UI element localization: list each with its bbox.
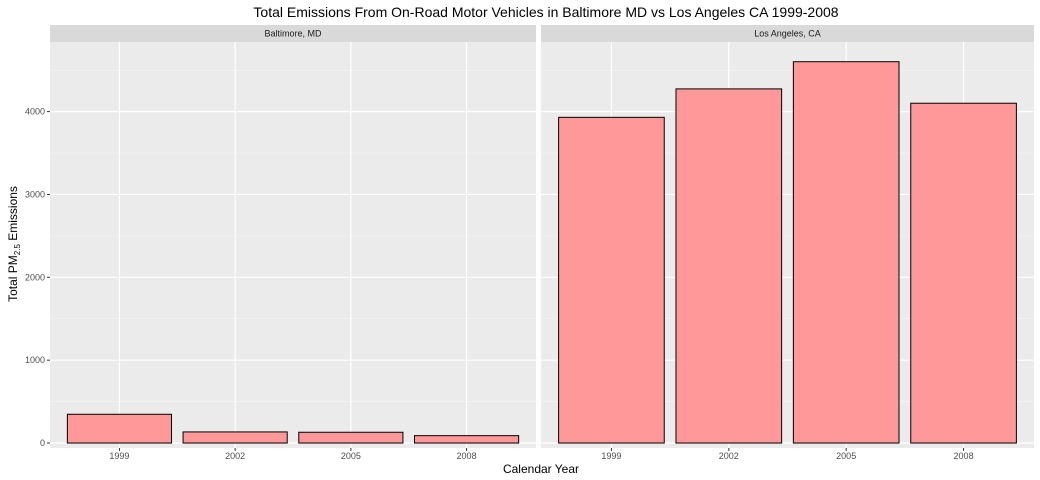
- y-axis-title: Total PM2.5 Emissions: [6, 186, 22, 302]
- facet-panel-los-angeles: Los Angeles, CA 1999 2002 2005 2008: [541, 25, 1034, 461]
- y-tick-label: 2000: [25, 272, 45, 282]
- facet-label-los-angeles: Los Angeles, CA: [754, 29, 821, 39]
- x-tick-label: 1999: [601, 451, 621, 461]
- y-axis-title-subscript: 2.5: [13, 244, 22, 256]
- y-axis-ticks: 0 1000 2000 3000 4000: [25, 107, 50, 448]
- bar-los-angeles-2002: [675, 88, 783, 444]
- x-tick-label: 2002: [225, 451, 245, 461]
- chart-title: Total Emissions From On-Road Motor Vehic…: [253, 4, 838, 20]
- x-tick-label: 2008: [954, 451, 974, 461]
- bars-los-angeles: [558, 61, 1017, 444]
- y-tick-label: 1000: [25, 355, 45, 365]
- y-axis-title-suffix: Emissions: [6, 186, 20, 244]
- x-ticks-baltimore: 1999 2002 2005 2008: [109, 448, 477, 461]
- y-axis-title-prefix: Total PM: [6, 255, 20, 302]
- facet-panel-baltimore: Baltimore, MD 1999 2002 2005 2008: [50, 25, 536, 461]
- bars-baltimore: [66, 413, 520, 444]
- bar-los-angeles-2008: [910, 102, 1017, 444]
- facet-label-baltimore: Baltimore, MD: [264, 29, 322, 39]
- x-tick-label: 2008: [457, 451, 477, 461]
- x-tick-label: 2005: [341, 451, 361, 461]
- facet-strip-baltimore: [50, 25, 536, 42]
- bar-baltimore-2008: [414, 435, 520, 444]
- x-tick-label: 2005: [836, 451, 856, 461]
- bar-baltimore-2002: [182, 431, 288, 444]
- facet-strip-los-angeles: [541, 25, 1034, 42]
- panel-background-baltimore: [50, 42, 536, 448]
- bar-los-angeles-1999: [558, 116, 665, 444]
- y-tick-label: 3000: [25, 189, 45, 199]
- bar-baltimore-2005: [298, 431, 404, 444]
- x-ticks-los-angeles: 1999 2002 2005 2008: [601, 448, 974, 461]
- x-axis-title: Calendar Year: [503, 462, 579, 476]
- x-tick-label: 2002: [719, 451, 739, 461]
- gridlines-baltimore: [50, 42, 536, 448]
- y-tick-label: 4000: [25, 107, 45, 117]
- y-tick-label: 0: [40, 438, 45, 448]
- bar-baltimore-1999: [66, 413, 172, 444]
- bar-los-angeles-2005: [792, 61, 900, 444]
- x-tick-label: 1999: [109, 451, 129, 461]
